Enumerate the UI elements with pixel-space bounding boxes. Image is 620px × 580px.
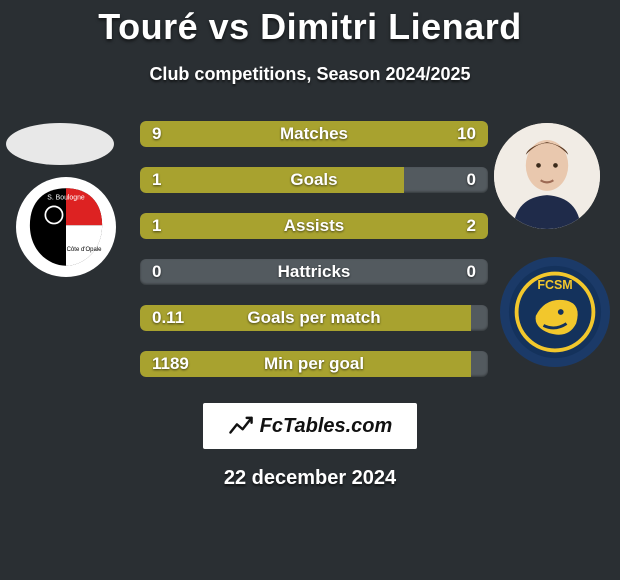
stat-label: Goals	[140, 167, 488, 193]
stat-label: Assists	[140, 213, 488, 239]
stat-row: 00Hattricks	[140, 259, 488, 285]
svg-text:FCSM: FCSM	[537, 278, 572, 292]
stat-label: Hattricks	[140, 259, 488, 285]
comparison-card: S. Boulogne Côte d'Opale FCSM 910Matches…	[0, 117, 620, 397]
svg-text:Côte d'Opale: Côte d'Opale	[67, 247, 103, 253]
stat-row: 0.11Goals per match	[140, 305, 488, 331]
stat-bars: 910Matches 10Goals 12Assists 00Hattricks 0.1…	[140, 121, 488, 397]
boulogne-badge-icon: S. Boulogne Côte d'Opale	[16, 177, 116, 277]
page-title: Touré vs Dimitri Lienard	[0, 0, 620, 48]
svg-text:S. Boulogne: S. Boulogne	[47, 194, 85, 201]
date-label: 22 december 2024	[0, 467, 620, 490]
stat-label: Goals per match	[140, 305, 488, 331]
fcsm-badge-icon: FCSM	[500, 257, 610, 367]
page-subtitle: Club competitions, Season 2024/2025	[0, 64, 620, 85]
stat-label: Matches	[140, 121, 488, 147]
fctables-label: FcTables.com	[260, 415, 393, 438]
silhouette-icon	[6, 123, 114, 165]
stat-row: 910Matches	[140, 121, 488, 147]
stat-row: 1189Min per goal	[140, 351, 488, 377]
fctables-icon	[228, 413, 254, 439]
stat-label: Min per goal	[140, 351, 488, 377]
stat-row: 12Assists	[140, 213, 488, 239]
fctables-logo: FcTables.com	[203, 403, 417, 449]
player-portrait-icon	[494, 123, 600, 229]
stat-row: 10Goals	[140, 167, 488, 193]
